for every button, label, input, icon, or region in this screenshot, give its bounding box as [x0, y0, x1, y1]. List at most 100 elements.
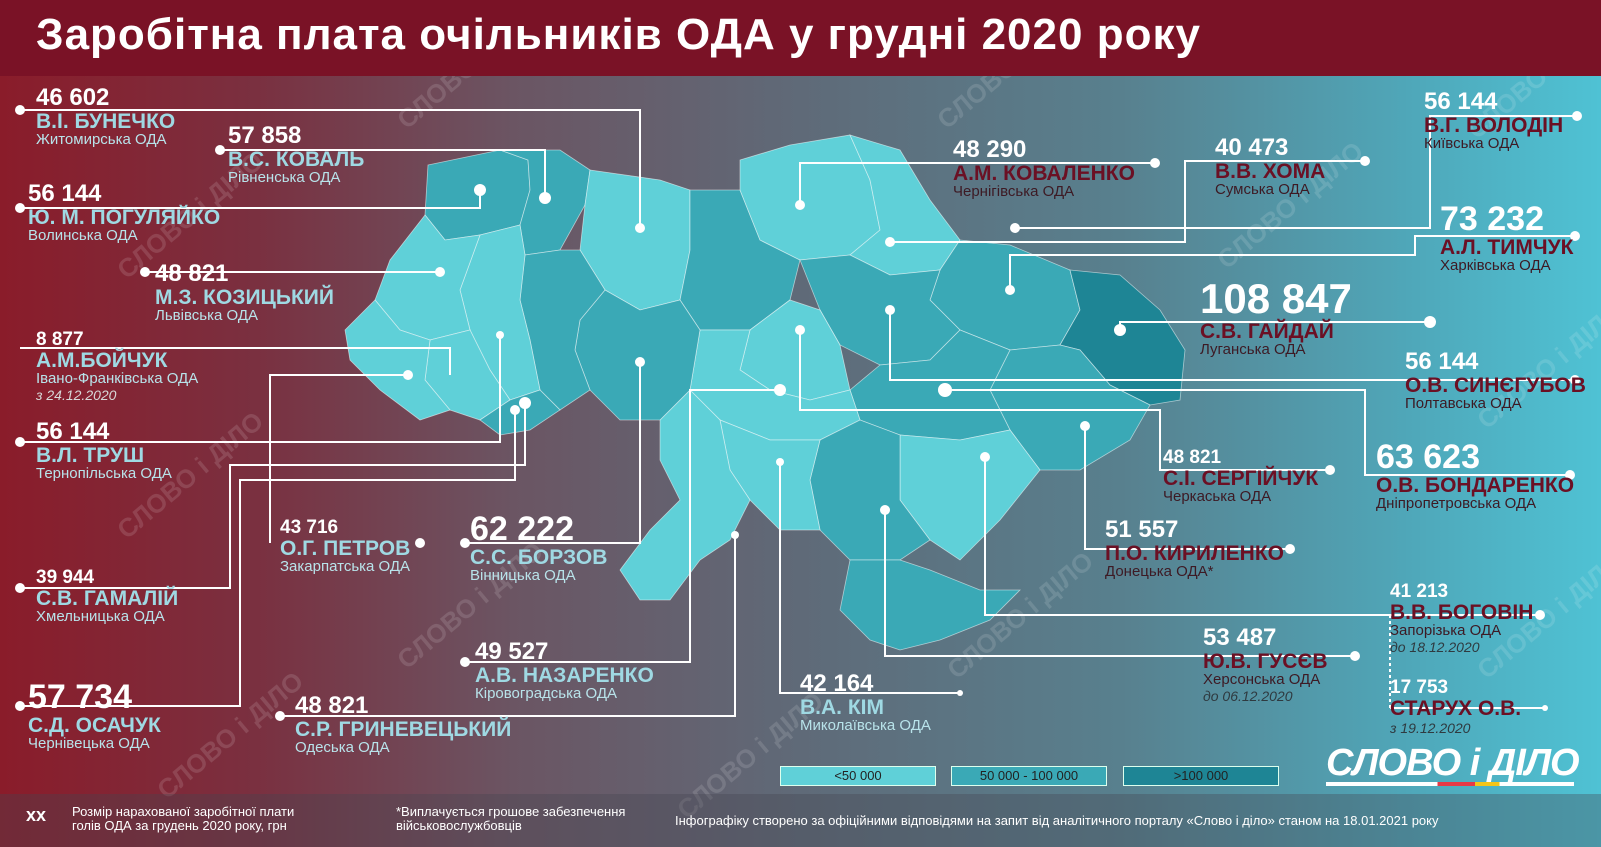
date-note: до 18.12.2020	[1390, 639, 1480, 655]
official-name: О.Г. ПЕТРОВ	[280, 537, 411, 560]
label-cherkasy: 48 821 С.І. СЕРГІЙЧУК Черкаська ОДА	[1163, 448, 1318, 504]
oda-name: Харківська ОДА	[1440, 257, 1551, 274]
label-kharkiv: 73 232 А.Л. ТИМЧУК Харківська ОДА	[1440, 202, 1573, 273]
header-bar: Заробітна плата очільників ОДА у грудні …	[0, 0, 1601, 76]
official-name: В.В. ХОМА	[1215, 160, 1326, 183]
salary-value: 51 557	[1105, 516, 1179, 543]
oda-name: Запорізька ОДА	[1390, 622, 1502, 639]
salary-value: 41 213	[1390, 581, 1449, 602]
salary-value: 43 716	[280, 517, 339, 538]
salary-value: 56 144	[1424, 88, 1498, 115]
salary-value: 40 473	[1215, 134, 1289, 161]
label-kherson: 53 487 Ю.В. ГУСЄВ Херсонська ОДА до 06.1…	[1203, 624, 1328, 704]
official-name: В.І. БУНЕЧКО	[36, 110, 176, 133]
label-rivne: 57 858 В.С. КОВАЛЬ Рівненська ОДА	[228, 124, 365, 186]
label-chernihiv: 48 290 А.М. КОВАЛЕНКО Чернігівська ОДА	[953, 138, 1135, 200]
logo-underline	[1326, 782, 1574, 786]
oda-name: Хмельницька ОДА	[36, 608, 165, 625]
official-name: В.А. КІМ	[800, 696, 884, 719]
official-name: А.Л. ТИМЧУК	[1440, 236, 1574, 259]
official-name: А.М.БОЙЧУК	[36, 349, 168, 372]
salary-value: 56 144	[1405, 348, 1479, 375]
label-zakarpattia: 43 716 О.Г. ПЕТРОВ Закарпатська ОДА	[280, 518, 410, 574]
region-zakarpattia	[344, 299, 451, 421]
salary-value: 57 734	[28, 678, 132, 716]
oda-name: Херсонська ОДА	[1203, 671, 1321, 688]
salary-value: 48 821	[155, 260, 229, 287]
salary-value: 17 753	[1390, 677, 1449, 698]
label-chernivtsi: 57 734 С.Д. ОСАЧУК Чернівецька ОДА	[28, 680, 161, 751]
salary-value: 56 144	[28, 180, 102, 207]
footer-xx: xx	[26, 805, 47, 825]
official-name: А.М. КОВАЛЕНКО	[953, 162, 1135, 185]
salary-value: 46 602	[36, 84, 110, 111]
salary-value: 42 164	[800, 670, 874, 697]
official-name: СТАРУХ О.В.	[1390, 697, 1522, 720]
label-poltava: 56 144 О.В. СИНЄГУБОВ Полтавська ОДА	[1405, 348, 1586, 412]
legend-low: <50 000	[780, 766, 936, 786]
salary-value: 56 144	[36, 418, 110, 445]
official-name: П.О. КИРИЛЕНКО	[1105, 542, 1285, 565]
footer-asterisk: *Виплачується грошове забезпечення війсь…	[396, 804, 626, 834]
label-donetsk: 51 557 П.О. КИРИЛЕНКО Донецька ОДА*	[1105, 516, 1285, 580]
legend-high: >100 000	[1123, 766, 1279, 786]
oda-name: Сумська ОДА	[1215, 181, 1310, 198]
official-name: В.Л. ТРУШ	[36, 444, 145, 467]
legend-mid: 50 000 - 100 000	[951, 766, 1107, 786]
oda-name: Волинська ОДА	[28, 227, 138, 244]
salary-value: 53 487	[1203, 624, 1277, 651]
oda-name: Черкаська ОДА	[1163, 488, 1272, 505]
region-crimea	[839, 559, 1021, 651]
oda-name: Полтавська ОДА	[1405, 395, 1522, 412]
oda-name: Луганська ОДА	[1200, 341, 1306, 358]
official-name: О.В. СИНЄГУБОВ	[1405, 374, 1586, 397]
salary-value: 48 821	[295, 692, 369, 719]
official-name: О.В. БОНДАРЕНКО	[1376, 474, 1575, 497]
salary-value: 49 527	[475, 638, 549, 665]
date-note: з 19.12.2020	[1390, 720, 1471, 736]
official-name: Ю.В. ГУСЄВ	[1203, 650, 1328, 673]
footer-source: Інфографіку створено за офіційними відпо…	[675, 813, 1439, 828]
oda-name: Вінницька ОДА	[470, 567, 576, 584]
official-name: С.В. ГАЙДАЙ	[1200, 320, 1334, 343]
official-name: С.Д. ОСАЧУК	[28, 714, 161, 737]
oda-name: Київська ОДА	[1424, 135, 1520, 152]
oda-name: Закарпатська ОДА	[280, 558, 411, 575]
date-note: до 06.12.2020	[1203, 688, 1293, 704]
official-name: М.З. КОЗИЦЬКИЙ	[155, 286, 334, 309]
label-kirovohrad: 49 527 А.В. НАЗАРЕНКО Кіровоградська ОДА	[475, 638, 654, 702]
label-ivano: 8 877 А.М.БОЙЧУК Івано-Франківська ОДА з…	[36, 330, 198, 402]
label-ternopil: 56 144 В.Л. ТРУШ Тернопільська ОДА	[36, 418, 172, 482]
label-lviv: 48 821 М.З. КОЗИЦЬКИЙ Львівська ОДА	[155, 260, 334, 324]
oda-name: Чернігівська ОДА	[953, 183, 1075, 200]
label-khmelnytskyi: 39 944 С.В. ГАМАЛІЙ Хмельницька ОДА	[36, 568, 178, 624]
footer-bar	[0, 794, 1601, 847]
official-name: С.В. ГАМАЛІЙ	[36, 587, 179, 610]
oda-name: Рівненська ОДА	[228, 169, 341, 186]
official-name: С.Р. ГРИНЕВЕЦЬКИЙ	[295, 718, 512, 741]
salary-value: 48 821	[1163, 447, 1222, 468]
footer-note: Розмір нарахованої заробітної плати голі…	[72, 804, 295, 834]
label-vinnytsia: 62 222 С.С. БОРЗОВ Вінницька ОДА	[470, 512, 607, 583]
oda-name: Донецька ОДА*	[1105, 563, 1214, 580]
oda-name: Одеська ОДА	[295, 739, 390, 756]
salary-value: 108 847	[1200, 275, 1352, 322]
oda-name: Львівська ОДА	[155, 307, 258, 324]
salary-value: 62 222	[470, 510, 574, 548]
official-name: В.В. БОГОВІН	[1390, 601, 1534, 624]
oda-name: Житомирська ОДА	[36, 131, 167, 148]
salary-value: 39 944	[36, 567, 95, 588]
oda-name: Миколаївська ОДА	[800, 717, 931, 734]
label-zhytomyr: 46 602 В.І. БУНЕЧКО Житомирська ОДА	[36, 84, 176, 148]
date-note: з 24.12.2020	[36, 387, 117, 403]
label-kyiv: 56 144 В.Г. ВОЛОДІН Київська ОДА	[1424, 88, 1563, 152]
official-name: В.С. КОВАЛЬ	[228, 148, 365, 171]
label-sumy: 40 473 В.В. ХОМА Сумська ОДА	[1215, 134, 1326, 198]
oda-name: Івано-Франківська ОДА	[36, 370, 199, 387]
oda-name: Чернівецька ОДА	[28, 735, 150, 752]
region-odesa	[619, 389, 751, 601]
oda-name: Тернопільська ОДА	[36, 465, 172, 482]
label-mykolaiv: 42 164 В.А. КІМ Миколаївська ОДА	[800, 670, 931, 734]
label-dnipro: 63 623 О.В. БОНДАРЕНКО Дніпропетровська …	[1376, 440, 1574, 511]
